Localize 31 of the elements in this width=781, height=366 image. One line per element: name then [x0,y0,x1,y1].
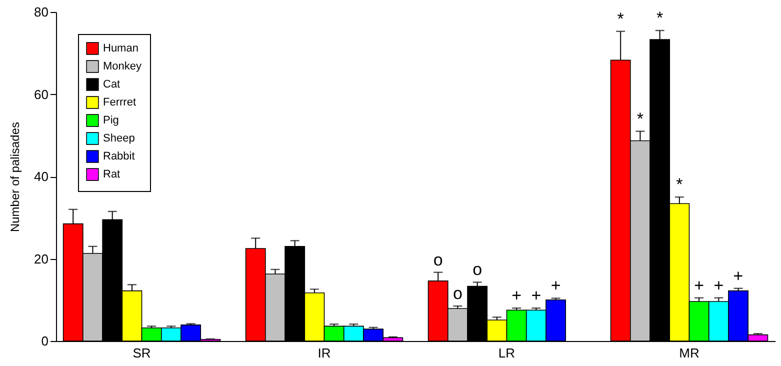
y-tick-label: 0 [41,334,48,348]
data-label: + [531,286,542,306]
x-tick-label: IR [318,346,331,360]
legend-label: Rat [103,168,120,180]
y-tick-label: 40 [34,169,48,184]
data-label: * [676,175,684,194]
legend-label: Ferrret [103,96,136,108]
data-label: + [694,276,704,295]
legend-label: Cat [103,78,120,90]
y-tick-label: 60 [34,86,48,102]
data-label: * [656,8,664,28]
data-label: o [452,284,462,304]
legend-label: Human [103,42,138,54]
data-label: * [617,9,624,28]
legend-label: Monkey [103,60,142,72]
legend-label: Sheep [103,132,135,144]
data-label: + [512,286,522,306]
data-label: o [472,260,482,280]
legend-label: Rabbit [103,150,135,162]
data-label: + [550,276,561,296]
y-tick-label: 20 [34,251,48,266]
legend-label: Pig [103,114,119,126]
data-label: o [433,250,443,270]
x-tick-label: SR [132,346,151,360]
data-label: * [636,109,644,128]
y-axis-title: Number of palisades [8,122,22,232]
data-label: + [733,266,744,286]
y-tick-label: 80 [34,4,48,20]
data-label: + [714,276,724,295]
x-tick-label: LR [498,346,516,360]
x-tick-label: MR [679,346,700,360]
